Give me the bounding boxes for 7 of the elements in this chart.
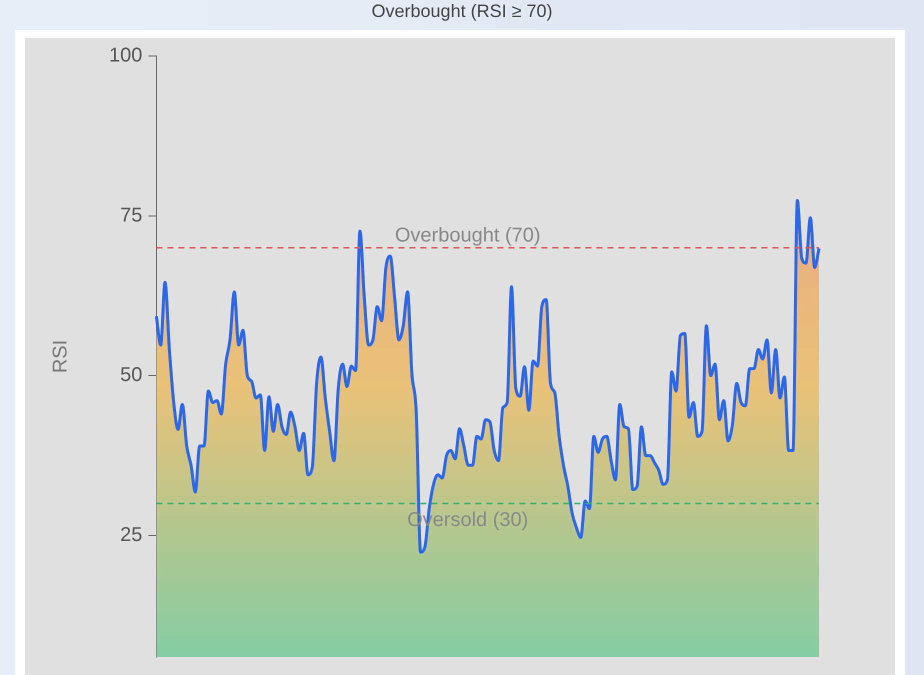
y-tick-label: 100 — [108, 44, 142, 67]
ref-line-label: Overbought (70) — [394, 224, 541, 246]
y-tick-label: 50 — [120, 364, 142, 386]
y-axis-title: RSI — [50, 340, 72, 374]
y-tick-label: 25 — [120, 524, 142, 546]
y-tick-label: 75 — [120, 204, 142, 226]
chart-title: Overbought (RSI ≥ 70) — [370, 0, 554, 22]
